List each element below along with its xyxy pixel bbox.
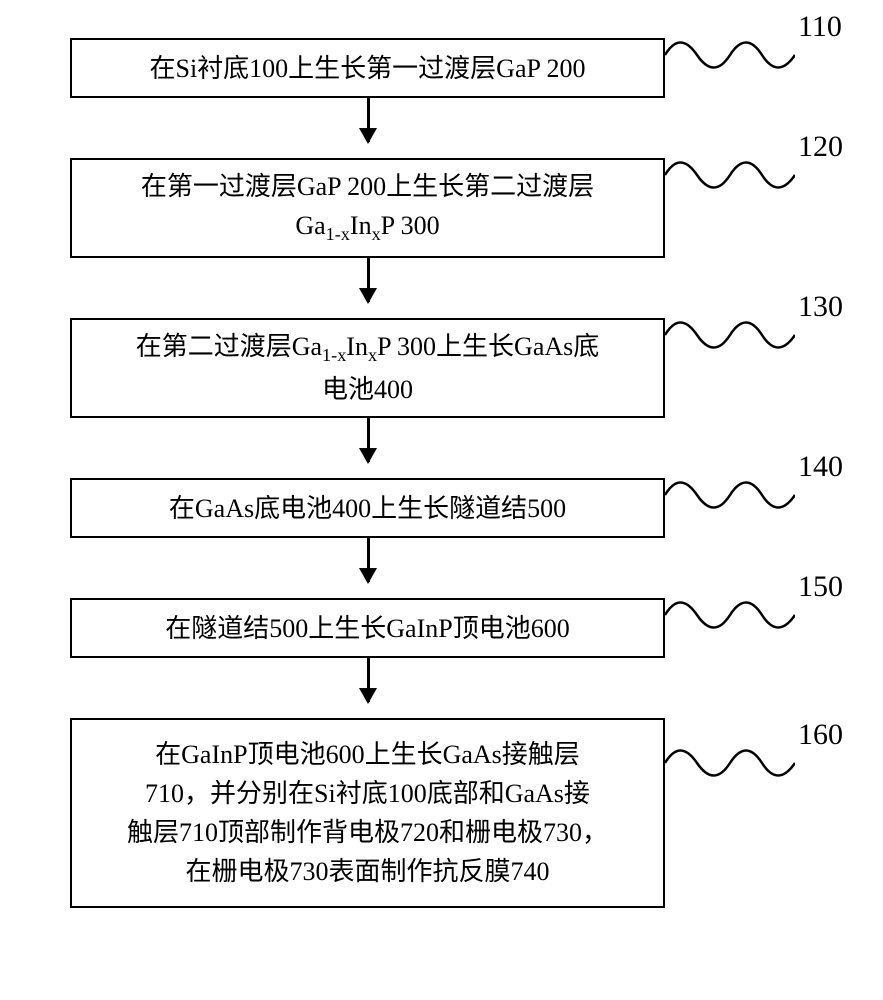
- step-box-120: 在第一过渡层GaP 200上生长第二过渡层Ga1-xInxP 300: [70, 158, 665, 258]
- arrow-5: [367, 658, 370, 702]
- step-label-160: 160: [798, 718, 843, 752]
- step-text: 在第一过渡层GaP 200上生长第二过渡层Ga1-xInxP 300: [141, 167, 594, 248]
- step-label-110: 110: [798, 10, 842, 44]
- arrow-4: [367, 538, 370, 582]
- wavy-connector: [665, 743, 795, 783]
- step-text: 在Si衬底100上生长第一过渡层GaP 200: [150, 49, 586, 88]
- arrow-2: [367, 258, 370, 302]
- step-box-140: 在GaAs底电池400上生长隧道结500: [70, 478, 665, 538]
- step-box-110: 在Si衬底100上生长第一过渡层GaP 200: [70, 38, 665, 98]
- step-label-140: 140: [798, 450, 843, 484]
- wavy-connector: [665, 35, 795, 75]
- step-label-130: 130: [798, 290, 843, 324]
- wavy-connector: [665, 475, 795, 515]
- arrow-1: [367, 98, 370, 142]
- step-box-150: 在隧道结500上生长GaInP顶电池600: [70, 598, 665, 658]
- step-text: 在第二过渡层Ga1-xInxP 300上生长GaAs底电池400: [136, 327, 600, 408]
- step-label-150: 150: [798, 570, 843, 604]
- step-label-120: 120: [798, 130, 843, 164]
- step-box-130: 在第二过渡层Ga1-xInxP 300上生长GaAs底电池400: [70, 318, 665, 418]
- step-text: 在GaAs底电池400上生长隧道结500: [169, 489, 566, 528]
- step-text: 在隧道结500上生长GaInP顶电池600: [165, 609, 569, 648]
- wavy-connector: [665, 155, 795, 195]
- wavy-connector: [665, 315, 795, 355]
- flowchart-container: 在Si衬底100上生长第一过渡层GaP 200 110 在第一过渡层GaP 200上…: [0, 0, 883, 1000]
- step-box-160: 在GaInP顶电池600上生长GaAs接触层710，并分别在Si衬底100底部和…: [70, 718, 665, 908]
- arrow-3: [367, 418, 370, 462]
- wavy-connector: [665, 595, 795, 635]
- step-text: 在GaInP顶电池600上生长GaAs接触层710，并分别在Si衬底100底部和…: [127, 735, 608, 891]
